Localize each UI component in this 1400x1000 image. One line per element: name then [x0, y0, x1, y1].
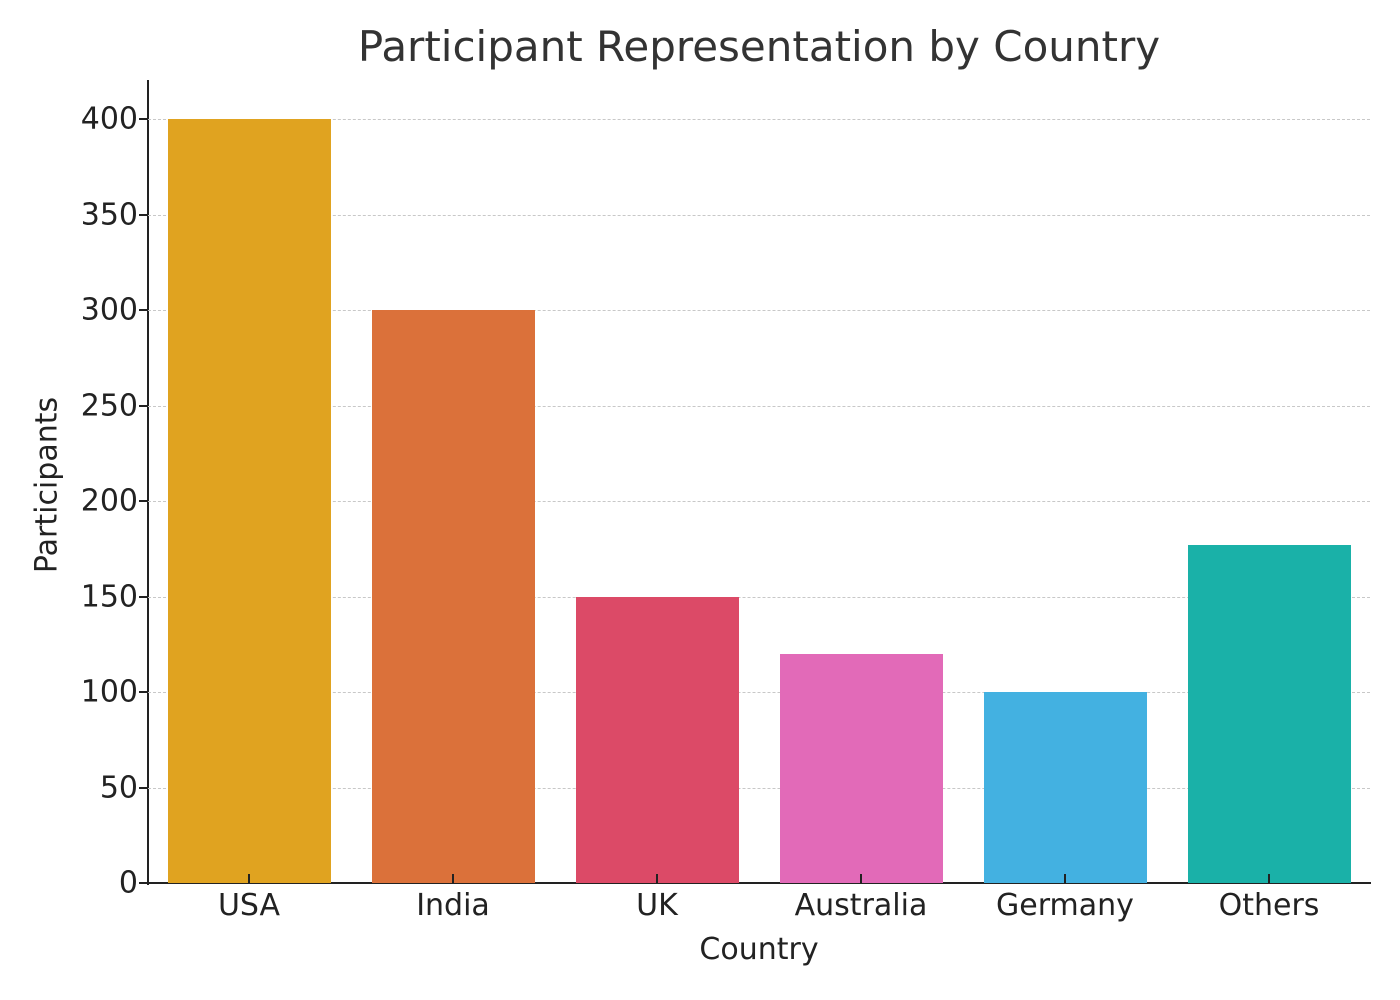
- y-tick-label: 250: [80, 388, 138, 423]
- y-tick-label: 50: [99, 770, 138, 805]
- x-tick: [1268, 874, 1270, 883]
- y-axis-title: Participants: [29, 396, 65, 574]
- gridline: [148, 119, 1370, 120]
- x-tick-label: Australia: [794, 888, 928, 923]
- x-tick: [860, 874, 862, 883]
- y-tick: [139, 882, 148, 884]
- x-tick-label: Germany: [996, 888, 1134, 923]
- gridline: [148, 310, 1370, 311]
- y-tick: [139, 691, 148, 693]
- y-tick: [139, 309, 148, 311]
- y-tick-label: 200: [80, 483, 138, 519]
- x-tick: [1064, 874, 1066, 883]
- y-tick-label: 100: [80, 674, 138, 710]
- x-tick-label: Others: [1218, 888, 1320, 923]
- x-tick-label: UK: [636, 888, 678, 923]
- y-tick-label: 150: [80, 579, 138, 614]
- gridline: [148, 214, 1370, 216]
- chart-title: Participant Representation by Country: [357, 22, 1161, 71]
- gridline: [148, 692, 1370, 693]
- x-tick: [452, 874, 454, 883]
- x-axis-title: Country: [699, 932, 819, 967]
- bar-usa: [167, 119, 331, 883]
- gridline: [148, 405, 1370, 407]
- gridline: [148, 596, 1370, 598]
- y-tick: [139, 500, 148, 502]
- y-tick-label: 350: [80, 197, 138, 232]
- x-tick-label: USA: [217, 888, 281, 923]
- x-tick: [656, 874, 658, 883]
- x-axis-line: [147, 882, 1371, 884]
- y-tick: [139, 118, 148, 120]
- x-tick-label: India: [416, 888, 490, 923]
- y-tick-label: 300: [80, 292, 138, 328]
- gridline: [148, 501, 1370, 502]
- y-tick: [139, 595, 148, 598]
- gridline: [148, 787, 1370, 789]
- y-tick: [139, 786, 148, 789]
- bar-uk: [575, 596, 739, 883]
- bar-australia: [779, 653, 943, 883]
- y-tick: [139, 404, 148, 407]
- plot-area: [148, 80, 1370, 883]
- y-tick-label: 0: [118, 865, 138, 901]
- bar-india: [371, 310, 535, 883]
- y-tick-label: 400: [80, 101, 138, 137]
- bar-others: [1187, 544, 1351, 883]
- x-tick: [248, 874, 250, 883]
- bar-germany: [983, 692, 1147, 883]
- y-axis-line: [147, 80, 149, 885]
- y-tick: [139, 213, 148, 216]
